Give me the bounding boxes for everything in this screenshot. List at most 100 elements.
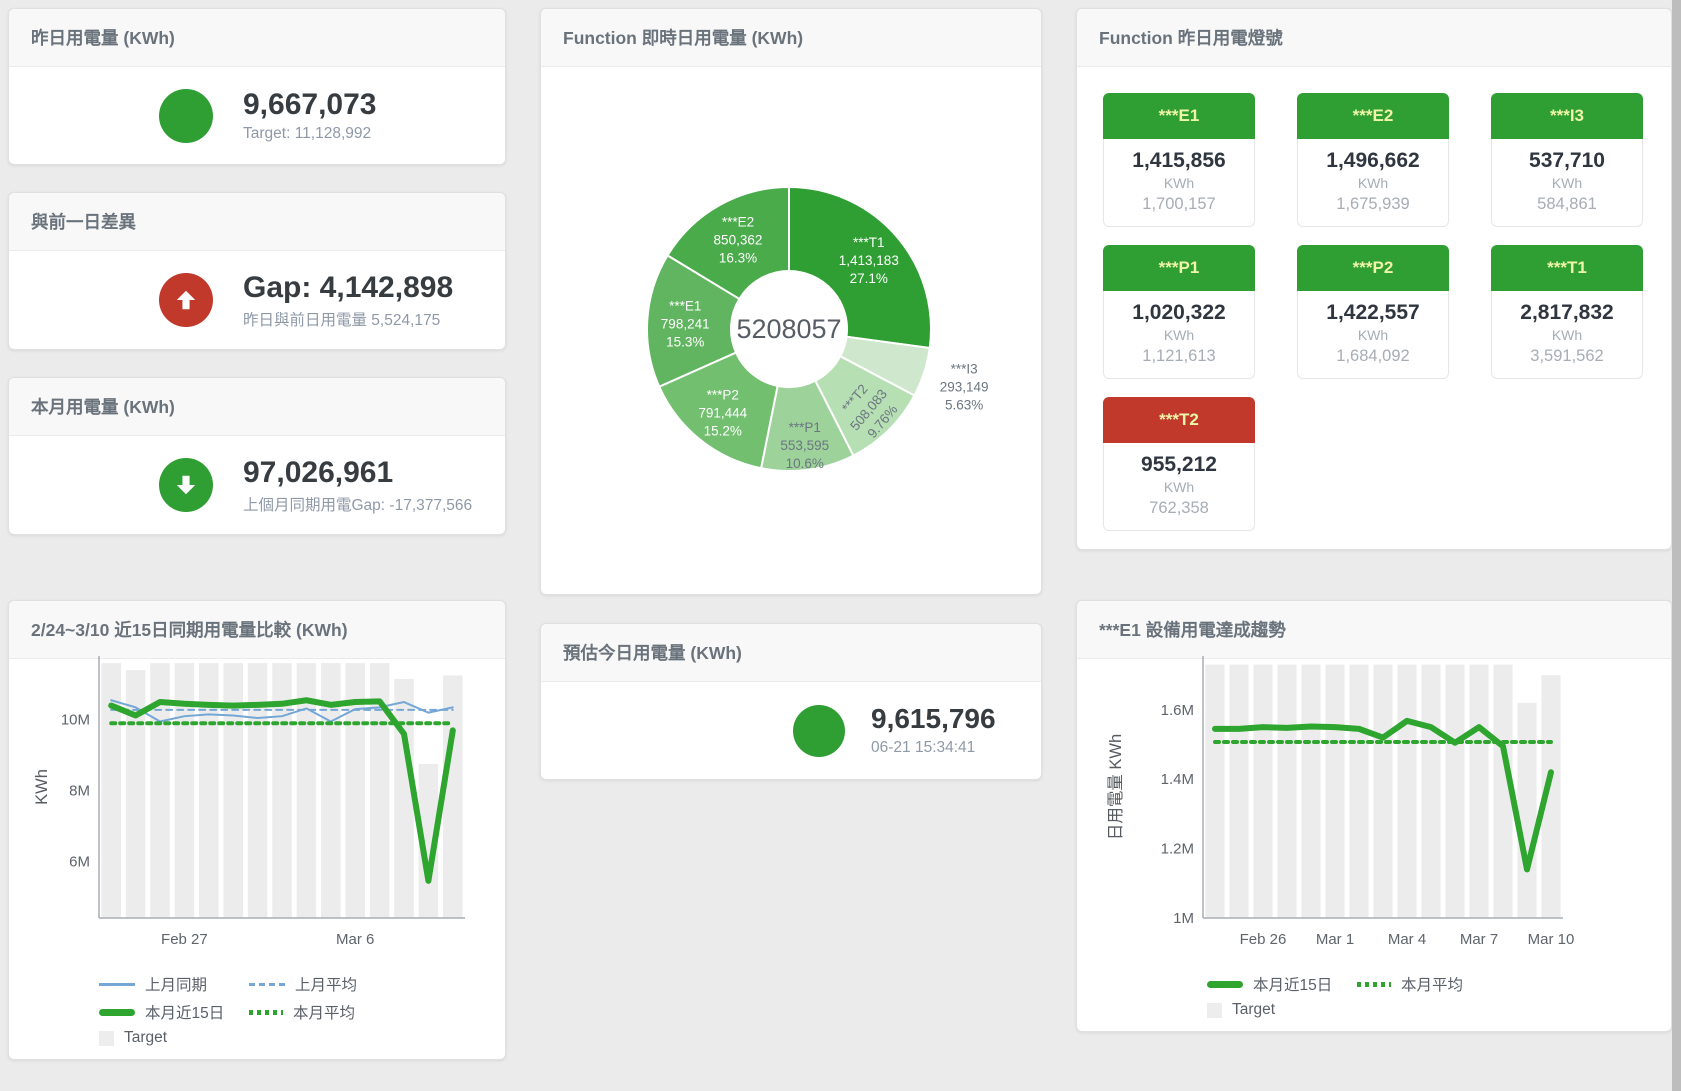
target-bar [174, 663, 195, 918]
target-bar [223, 663, 243, 918]
target-bar [272, 663, 292, 918]
light-tile-E2: ***E2 1,496,662 KWh 1,675,939 [1297, 93, 1449, 227]
y-tick-label: 1M [1173, 910, 1194, 927]
target-bar [101, 663, 121, 918]
target-bar [1493, 664, 1513, 918]
trend-chart: 1M 1.2M 1.4M 1.6M 日用電量 KWh Feb 26 Mar 1 Mar 4 Ma… [1095, 644, 1575, 1019]
target-bar [1517, 702, 1537, 918]
stat-subtitle: 上個月同期用電Gap: -17,377,566 [243, 496, 473, 514]
tile-target: 762,358 [1149, 499, 1209, 517]
legend-item-上月平均[interactable]: 上月平均 [249, 973, 399, 995]
donut-slice-E2[interactable] [666, 185, 790, 301]
page-scrollbar[interactable] [1672, 0, 1681, 1091]
legend-item-本月平均[interactable]: 本月平均 [1357, 973, 1507, 995]
target-bar [1541, 675, 1561, 918]
legend-item-本月近15日[interactable]: 本月近15日 [99, 1001, 249, 1023]
card-yesterday-lights: Function 昨日用電燈號 ***E1 1,415,856 KWh 1,700,1… [1076, 8, 1672, 550]
stat-subtitle: 昨日與前日用電量 5,524,175 [243, 311, 441, 329]
tile-value: 1,020,322 [1132, 301, 1226, 324]
donut-slice-label: ***T1 1,413,183 27.1% [839, 235, 899, 286]
legend-label: 本月近15日 [145, 1005, 225, 1022]
legend-label: 本月平均 [293, 1005, 356, 1022]
card-title: 預估今日用電量 (KWh) [541, 624, 1041, 682]
legend-label: Target [124, 1029, 168, 1046]
series-line [110, 699, 454, 723]
tile-name: ***E2 [1297, 93, 1449, 139]
tile-unit: KWh [1551, 327, 1583, 343]
tile-body: 955,212 KWh 762,358 [1103, 443, 1255, 531]
tile-value: 1,422,557 [1326, 301, 1420, 324]
target-bar [1325, 664, 1345, 918]
stat-value: Gap: 4,142,898 [243, 270, 454, 304]
y-tick-label: 1.6M [1161, 702, 1194, 719]
donut-slice-label: ***E1 798,241 15.3% [661, 298, 710, 349]
target-bar [1229, 664, 1249, 918]
target-bar [247, 663, 268, 918]
stat-value: 9,667,073 [243, 88, 377, 121]
target-bar [345, 663, 365, 918]
scrollbar-thumb[interactable] [1672, 0, 1681, 1091]
card-title: Function 即時日用電量 (KWh) [541, 9, 1041, 67]
legend-label: 本月平均 [1401, 977, 1464, 994]
card-title: 與前一日差異 [9, 193, 505, 251]
tile-target: 1,700,157 [1142, 195, 1216, 213]
tile-body: 537,710 KWh 584,861 [1491, 139, 1643, 227]
target-bar [1373, 664, 1393, 918]
donut-slice-E1[interactable] [646, 254, 741, 388]
tile-name: ***T2 [1103, 397, 1255, 443]
light-tile-E1: ***E1 1,415,856 KWh 1,700,157 [1103, 93, 1255, 227]
card-title: 2/24~3/10 近15日同期用電量比較 (KWh) [9, 601, 505, 659]
x-tick-label: Mar 7 [1460, 931, 1498, 948]
x-tick-label: Mar 6 [336, 931, 374, 948]
card-month-usage: 本月用電量 (KWh) 97,026,961 上個月同期用電Gap: -17,3… [8, 377, 506, 535]
tile-name: ***T1 [1491, 245, 1643, 291]
card-15day-compare-chart: 2/24~3/10 近15日同期用電量比較 (KWh) 6M 8M 10M KWh Fe… [8, 600, 506, 1060]
card-realtime-donut: Function 即時日用電量 (KWh) ***T1 1,413,183 27.1… [540, 8, 1042, 595]
tile-body: 1,415,856 KWh 1,700,157 [1103, 139, 1255, 227]
target-bar [443, 675, 463, 918]
light-tile-T1: ***T1 2,817,832 KWh 3,591,562 [1491, 245, 1643, 379]
target-bar [1253, 664, 1273, 918]
status-circle-icon [159, 88, 213, 143]
target-bar [1421, 664, 1441, 918]
donut-slice-label: ***P2 791,444 15.2% [698, 388, 747, 439]
tile-body: 1,496,662 KWh 1,675,939 [1297, 139, 1449, 227]
light-tile-T2: ***T2 955,212 KWh 762,358 [1103, 397, 1255, 531]
legend-item-Target[interactable]: Target [1207, 1001, 1357, 1019]
donut-slice-T1[interactable] [788, 185, 932, 350]
target-bar [296, 663, 317, 918]
card-today-estimate: 預估今日用電量 (KWh) 9,615,796 06-21 15:34:41 [540, 623, 1042, 780]
target-bar [125, 670, 146, 918]
tile-unit: KWh [1551, 175, 1583, 191]
card-e1-trend-chart: ***E1 設備用電達成趨勢 1M 1.2M 1.4M 1.6M 日用電量 KWh Feb… [1076, 600, 1672, 1032]
tile-body: 2,817,832 KWh 3,591,562 [1491, 291, 1643, 379]
target-bar [1397, 664, 1417, 918]
legend-item-Target[interactable]: Target [99, 1029, 249, 1047]
stat-value: 9,615,796 [871, 703, 996, 735]
legend-swatch [1207, 980, 1243, 988]
target-bar [369, 663, 390, 918]
donut-chart: ***T1 1,413,183 27.1% ***I3 293,149 5.63% ***T… [541, 67, 1041, 597]
legend-item-本月近15日[interactable]: 本月近15日 [1207, 973, 1357, 995]
tile-name: ***E1 [1103, 93, 1255, 139]
legend-item-上月同期[interactable]: 上月同期 [99, 973, 249, 995]
donut-center-value: 5208057 [736, 314, 841, 344]
light-tile-P1: ***P1 1,020,322 KWh 1,121,613 [1103, 245, 1255, 379]
stat-timestamp: 06-21 15:34:41 [871, 738, 976, 756]
tile-unit: KWh [1357, 327, 1389, 343]
tile-unit: KWh [1163, 175, 1195, 191]
target-bar [1205, 664, 1225, 918]
series-line [1212, 717, 1554, 873]
tile-name: ***I3 [1491, 93, 1643, 139]
y-tick-label: 6M [69, 853, 90, 870]
tile-unit: KWh [1357, 175, 1389, 191]
tile-unit: KWh [1163, 327, 1195, 343]
donut-slice-P2[interactable] [657, 351, 779, 470]
x-tick-label: Mar 10 [1528, 931, 1575, 948]
legend-swatch [249, 1009, 283, 1015]
donut-slice-label: ***P1 553,595 10.6% [780, 420, 829, 471]
legend-item-本月平均[interactable]: 本月平均 [249, 1001, 399, 1023]
target-bar [1277, 664, 1297, 918]
donut-slice-label: ***I3 293,149 5.63% [940, 361, 989, 412]
tile-target: 1,684,092 [1336, 347, 1410, 365]
